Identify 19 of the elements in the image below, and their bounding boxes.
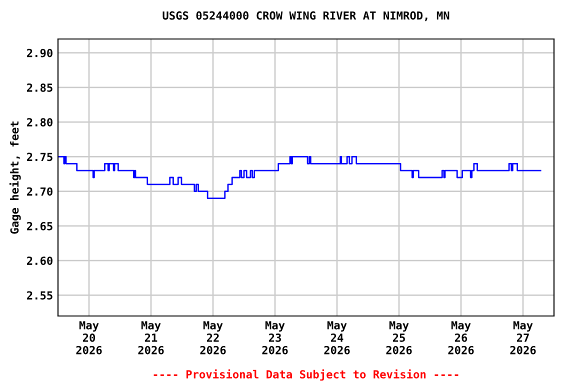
x-tick-label: May 22 2026 xyxy=(200,321,226,354)
x-tick-label: May 27 2026 xyxy=(510,321,536,354)
chart-title: USGS 05244000 CROW WING RIVER AT NIMROD, MN xyxy=(162,11,450,22)
y-tick-label: 2.60 xyxy=(27,256,52,265)
y-tick-label: 2.65 xyxy=(27,222,52,230)
y-tick-label: 2.55 xyxy=(27,291,52,300)
y-tick-label: 2.90 xyxy=(27,48,52,58)
y-tick-label: 2.80 xyxy=(27,118,52,126)
x-tick-label: May 21 2026 xyxy=(138,321,164,354)
y-tick-label: 2.70 xyxy=(27,187,52,196)
x-tick-label: May 26 2026 xyxy=(448,321,474,354)
text: ---- Provisional Data Subject to Revision ---- xyxy=(154,369,458,381)
x-tick-label: May 25 2026 xyxy=(386,321,412,354)
y-axis-title: Gage height, feet xyxy=(9,122,21,234)
y-tick-label: 2.85 xyxy=(27,83,52,92)
x-tick-label: May 23 2026 xyxy=(262,321,288,354)
x-tick-label: May 24 2026 xyxy=(324,321,350,354)
x-tick-label: May 20 2026 xyxy=(76,321,102,354)
y-tick-label: 2.75 xyxy=(27,152,52,162)
